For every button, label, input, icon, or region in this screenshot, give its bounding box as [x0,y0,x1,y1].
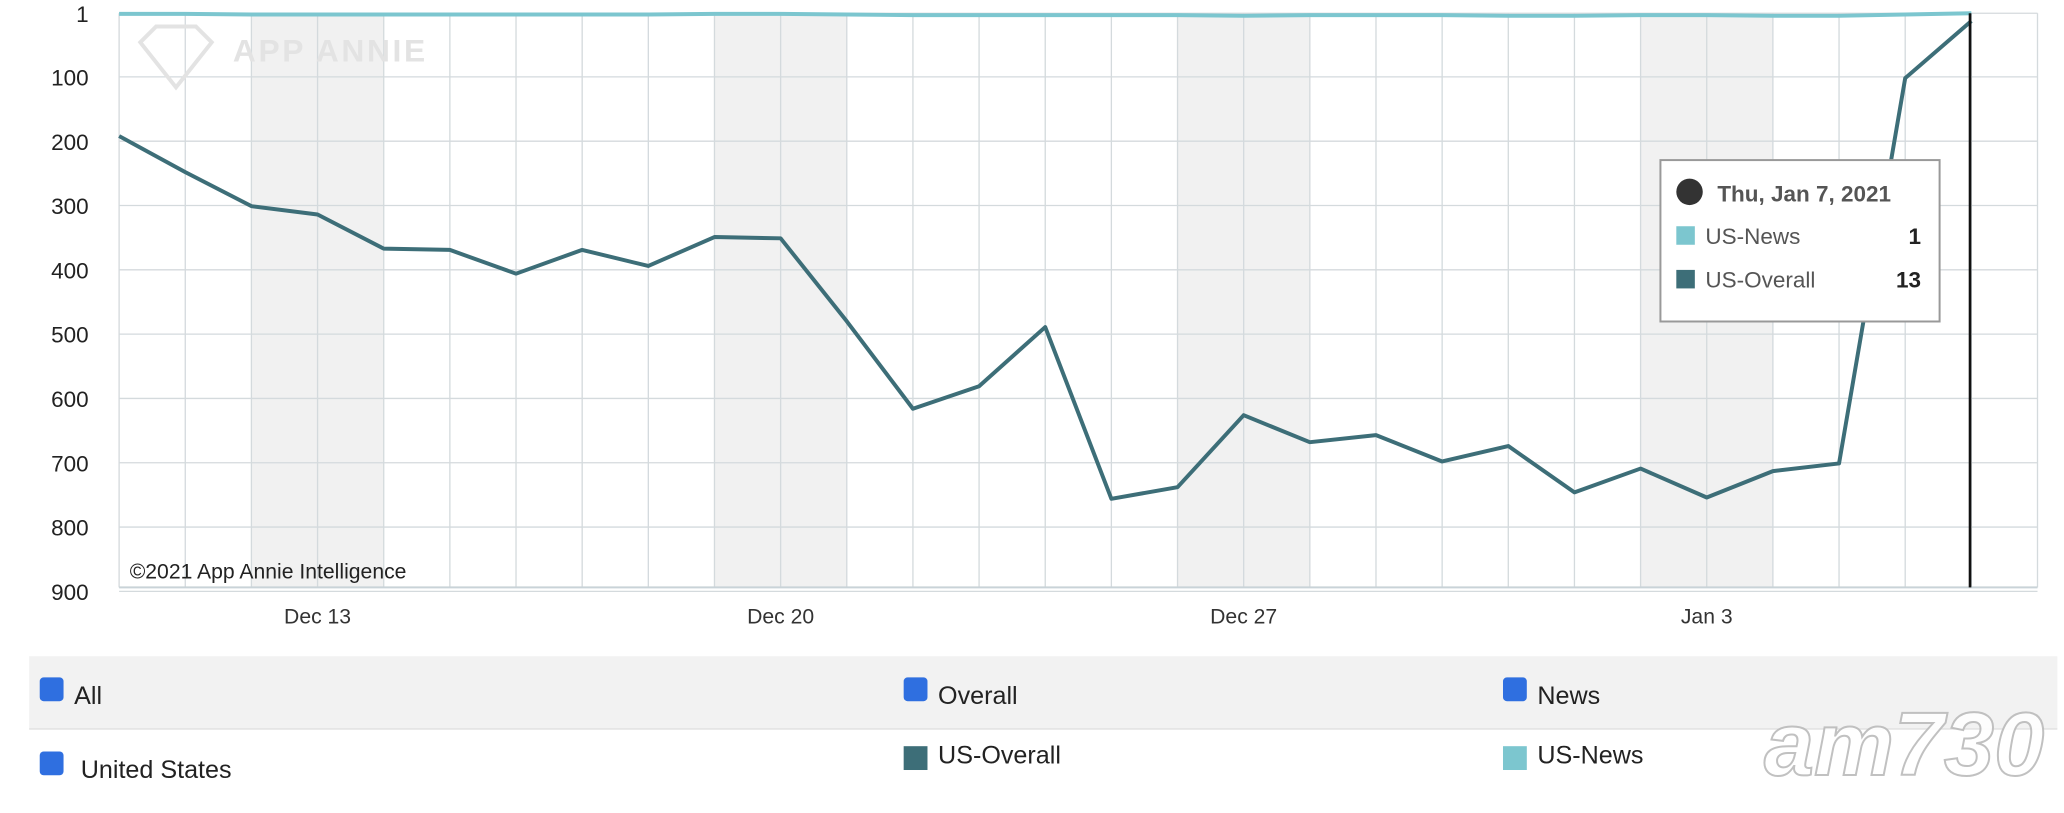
plot: 1 100 200 300 400 500 600 700 800 900 Dec 13 Dec 20… [51,2,1973,628]
y-tick-label: 200 [51,130,89,155]
tooltip-value: 13 [1896,268,1921,293]
legend-swatch [1502,746,1527,771]
y-tick-label: 500 [51,323,89,348]
x-tick-label: Jan 3 [1681,605,1733,628]
y-tick-label: 700 [51,451,89,476]
x-tick-label: Dec 27 [1210,605,1277,628]
x-tick-label: Dec 20 [747,605,814,628]
filter-label[interactable]: United States [81,756,232,784]
watermark: APP ANNIE [233,32,428,68]
checkbox[interactable] [39,751,64,776]
filter-label[interactable]: Overall [938,682,1018,710]
checkbox[interactable] [39,677,64,702]
x-tick-label: Dec 13 [284,605,351,628]
y-tick-label: 800 [51,516,89,541]
overlay-watermark: am730 [1764,695,2044,795]
filter-label[interactable]: News [1537,682,1600,710]
globe-icon [1676,178,1703,206]
tooltip-title: Thu, Jan 7, 2021 [1717,182,1891,207]
y-tick-label: 900 [51,580,89,605]
background [118,12,2039,593]
series-line [118,19,1973,501]
controls-band [29,656,2058,729]
tooltip-box [1659,159,1941,323]
y-tick-label: 300 [51,194,89,219]
y-tick-label: 600 [51,387,89,412]
y-tick-label: 400 [51,258,89,283]
filter-label[interactable]: All [74,682,102,710]
series-line [119,11,1972,18]
tooltip-swatch [1676,226,1695,245]
watermark-logo [137,24,215,91]
checkbox[interactable] [1502,677,1527,702]
checkbox[interactable] [903,677,928,702]
tooltip-value: 1 [1909,224,1922,249]
y-tick-label: 1 [76,2,89,27]
tooltip: Thu, Jan 7, 2021 US-News 1 US-Overall 13 [1659,159,1941,323]
tooltip-swatch [1676,269,1695,289]
copyright: ©2021 App Annie Intelligence [130,560,407,583]
controls: All Overall News United States US-Overal… [29,656,2058,784]
y-tick-label: 100 [51,65,89,90]
legend-swatch [903,746,928,771]
legend-label[interactable]: US-News [1537,741,1643,769]
tooltip-name: US-Overall [1705,268,1815,293]
legend-label[interactable]: US-Overall [938,741,1061,769]
tooltip-name: US-News [1705,224,1800,249]
